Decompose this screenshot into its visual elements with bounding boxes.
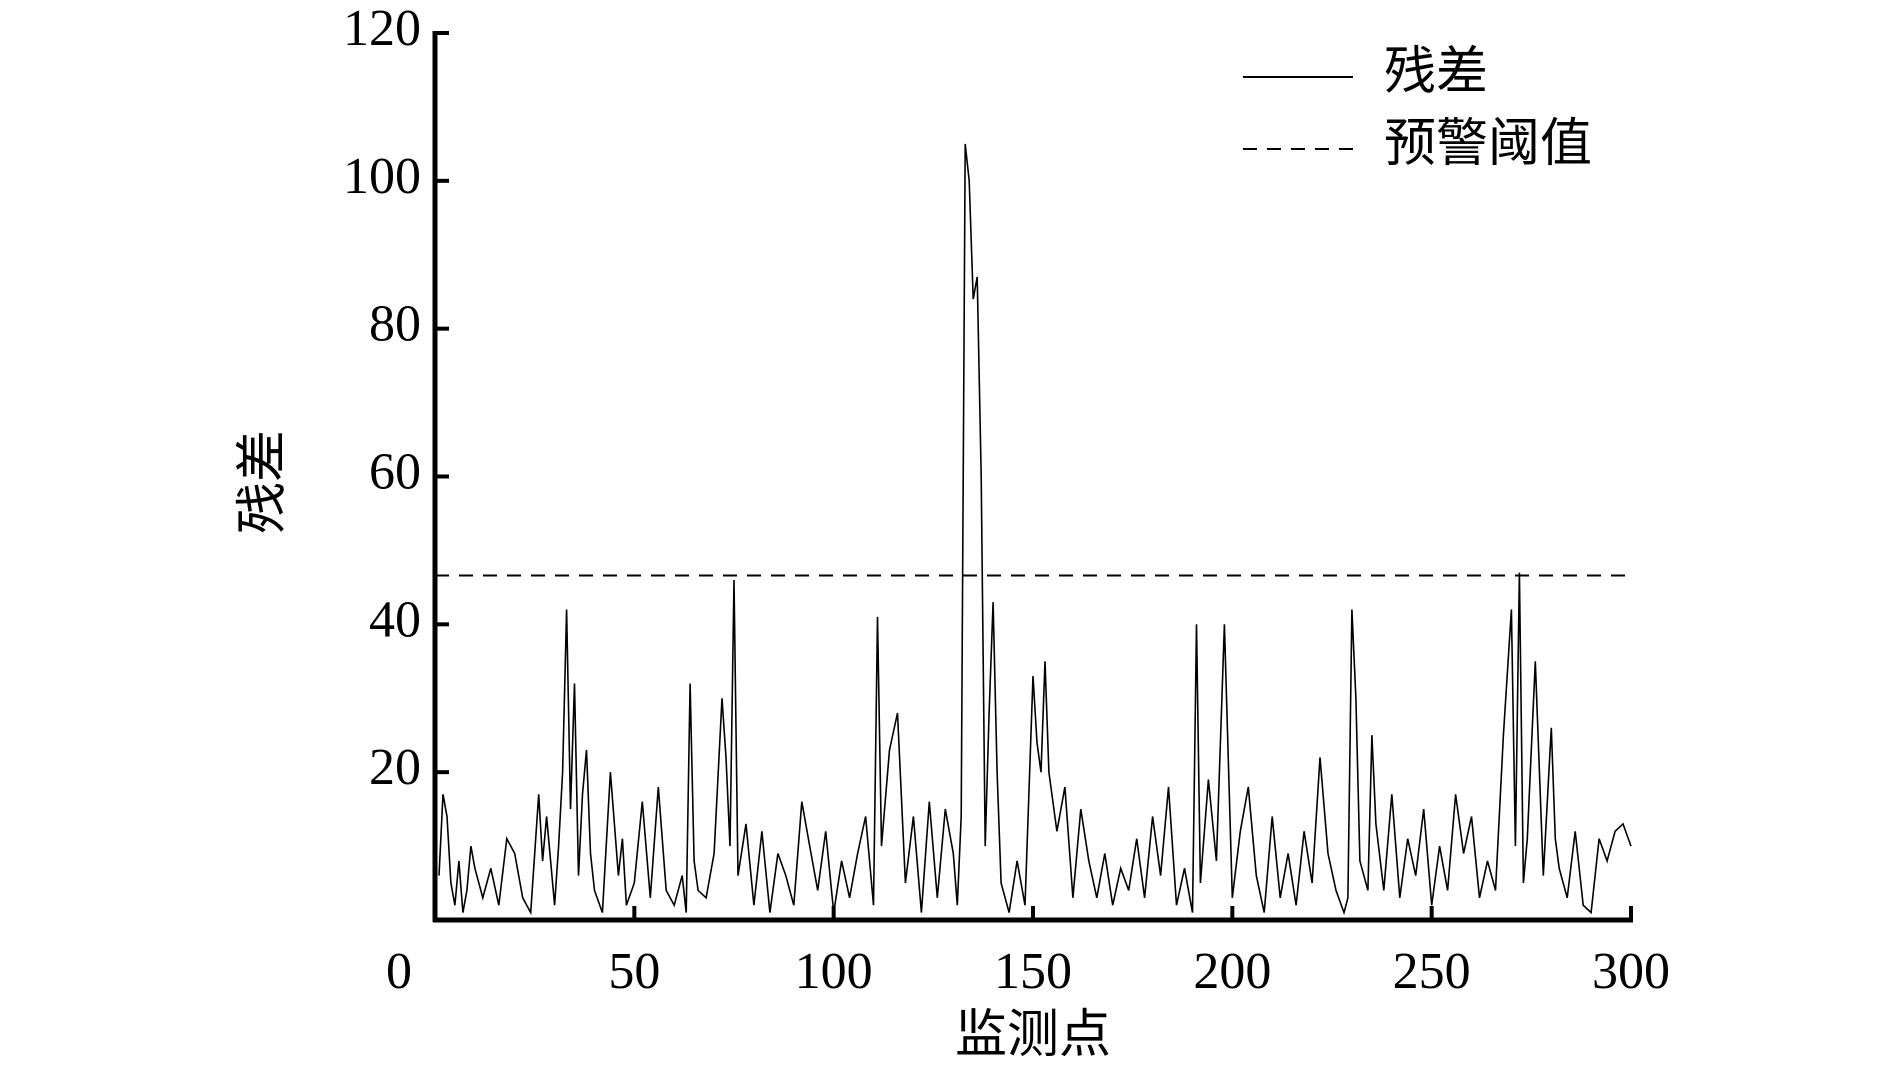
x-tick-label: 300 <box>1592 943 1670 1000</box>
x-tick-label: 100 <box>795 943 873 1000</box>
x-tick-label: 50 <box>608 943 660 1000</box>
x-tick-label: 200 <box>1193 943 1271 1000</box>
x-axis-title: 监测点 <box>955 1007 1111 1064</box>
y-tick-label: 100 <box>343 148 421 205</box>
y-tick-label: 60 <box>369 443 421 500</box>
y-axis-title: 残差 <box>235 430 292 534</box>
x-tick-label: 250 <box>1393 943 1471 1000</box>
x-tick-label: 150 <box>994 943 1072 1000</box>
y-tick-label: 120 <box>343 0 421 57</box>
residual-line <box>438 143 1632 916</box>
y-tick-label: 40 <box>369 591 421 648</box>
y-tick-label: 20 <box>369 739 421 796</box>
y-tick-label: 80 <box>369 296 421 353</box>
x-tick-label: 0 <box>386 943 412 1000</box>
legend-label: 残差 <box>1384 44 1488 101</box>
legend-label: 预警阈值 <box>1384 116 1592 173</box>
